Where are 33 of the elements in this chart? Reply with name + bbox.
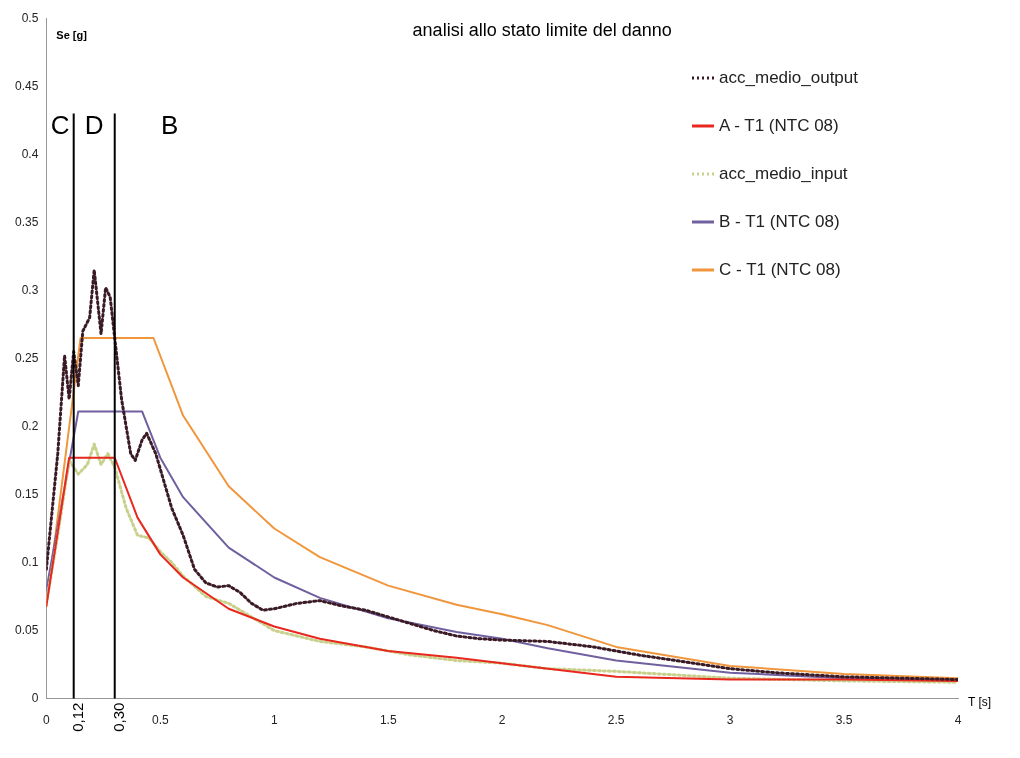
y-axis-title: Se [g]	[56, 28, 88, 41]
y-tick-label: 0.1	[21, 554, 39, 569]
chart-title: analisi allo stato limite del danno	[412, 20, 672, 41]
y-tick-label: 0	[31, 690, 39, 705]
annotation: D	[84, 110, 104, 141]
ref-line-label: 0,30	[109, 702, 127, 732]
y-tick-label: 0.3	[21, 282, 39, 297]
x-axis-title: T [s]	[968, 694, 992, 709]
x-tick-label: 0	[43, 713, 51, 728]
x-tick-label: 3.5	[835, 713, 853, 728]
legend-label: B - T1 (NTC 08)	[719, 212, 840, 232]
ref-line-label: 0,12	[68, 702, 86, 732]
x-tick-label: 1	[270, 713, 278, 728]
x-tick-label: 4	[954, 713, 962, 728]
annotation: C	[50, 110, 70, 141]
y-tick-label: 0.2	[21, 418, 39, 433]
y-tick-label: 0.5	[21, 10, 39, 25]
y-tick-label: 0.05	[15, 622, 39, 637]
y-tick-label: 0.15	[15, 486, 39, 501]
legend-label: acc_medio_output	[719, 68, 858, 88]
x-tick-label: 2.5	[607, 713, 625, 728]
y-tick-label: 0.35	[15, 214, 39, 229]
x-tick-label: 1.5	[379, 713, 397, 728]
x-tick-label: 3	[726, 713, 734, 728]
x-tick-label: 2	[498, 713, 506, 728]
legend-label: C - T1 (NTC 08)	[719, 260, 841, 280]
y-tick-label: 0.45	[15, 78, 39, 93]
y-tick-label: 0.25	[15, 350, 39, 365]
y-tick-label: 0.4	[21, 146, 39, 161]
x-tick-label: 0.5	[151, 713, 169, 728]
legend-label: A - T1 (NTC 08)	[719, 116, 839, 136]
legend-label: acc_medio_input	[719, 164, 848, 184]
annotation: B	[161, 110, 179, 141]
